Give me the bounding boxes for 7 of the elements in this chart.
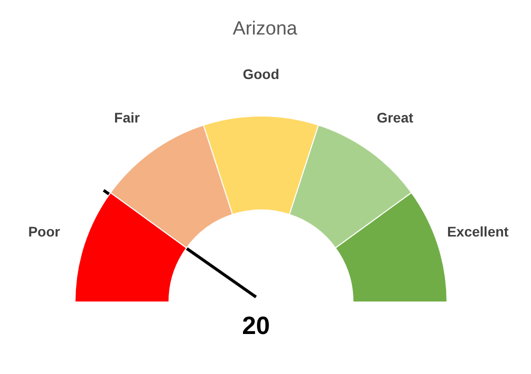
slice-label: Fair <box>114 110 140 126</box>
chart-title: Arizona <box>232 18 298 40</box>
slice-label: Poor <box>28 224 61 240</box>
slice-label: Good <box>242 66 280 82</box>
slice-label: Excellent <box>447 224 509 240</box>
slice-label: Great <box>376 110 414 126</box>
text: 20 <box>242 312 270 340</box>
